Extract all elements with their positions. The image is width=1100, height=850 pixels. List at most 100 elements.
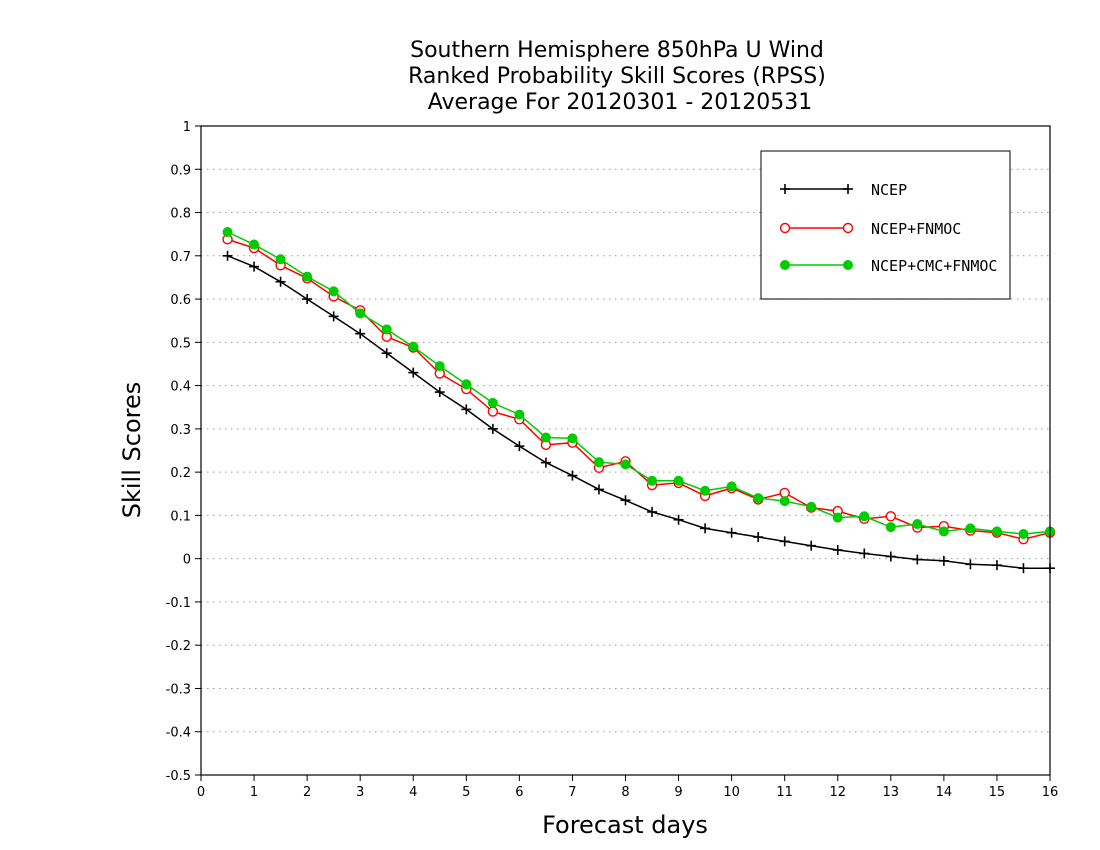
data-point <box>487 406 499 417</box>
data-point <box>965 523 976 534</box>
y-axis: 1 0.9 0.8 0.7 0.6 0.5 0.4 0.3 0.2 0.1 0 -0.1 -0.2 -0.… <box>166 120 201 784</box>
data-point <box>487 423 498 434</box>
data-point <box>700 523 711 534</box>
data-point <box>965 559 976 570</box>
data-point <box>222 250 233 261</box>
data-point <box>673 514 684 525</box>
x-tick-label: 12 <box>829 785 846 800</box>
data-point <box>540 457 551 468</box>
series-line <box>227 255 1050 569</box>
y-tick-label: -0.4 <box>166 726 191 741</box>
x-tick-label: 3 <box>356 785 364 800</box>
legend-marker <box>843 260 853 270</box>
data-point <box>779 536 790 547</box>
x-tick-label: 6 <box>515 785 523 800</box>
y-tick-label: 0.5 <box>170 336 191 351</box>
data-point <box>593 484 604 495</box>
series-layer <box>222 227 1056 574</box>
data-point <box>328 311 339 322</box>
y-tick-label: -0.3 <box>166 682 191 697</box>
data-point <box>753 532 764 543</box>
data-point <box>222 227 233 238</box>
legend-marker <box>779 222 791 234</box>
data-point <box>806 540 817 551</box>
legend-box <box>760 150 1011 300</box>
data-point <box>620 495 631 506</box>
x-tick-label: 14 <box>936 785 953 800</box>
x-tick-label: 1 <box>250 785 258 800</box>
x-tick-label: 13 <box>883 785 900 800</box>
data-point <box>912 519 923 530</box>
data-point <box>302 271 313 282</box>
x-tick-label: 7 <box>568 785 576 800</box>
data-point <box>461 404 472 415</box>
data-point <box>514 409 525 420</box>
data-point <box>647 475 658 486</box>
y-tick-label: 0.9 <box>170 163 191 178</box>
data-point <box>593 457 604 468</box>
data-point <box>673 475 684 486</box>
data-point <box>779 496 790 507</box>
x-tick-label: 0 <box>197 785 205 800</box>
y-tick-label: 0.7 <box>170 250 191 265</box>
data-point <box>355 328 366 339</box>
y-tick-label: 0.4 <box>170 380 191 395</box>
data-point <box>806 501 817 512</box>
data-point <box>647 506 658 517</box>
y-tick-label: -0.1 <box>166 596 191 611</box>
series-1 <box>222 250 1055 574</box>
data-point <box>938 526 949 537</box>
x-tick-label: 5 <box>462 785 470 800</box>
data-point <box>249 239 260 250</box>
data-point <box>275 254 286 265</box>
legend-item: NCEP+FNMOC <box>779 220 961 238</box>
data-point <box>381 324 392 335</box>
x-tick-label: 16 <box>1042 785 1059 800</box>
y-axis-label: Skill Scores <box>118 382 146 519</box>
chart-title: Southern Hemisphere 850hPa U Wind Ranked… <box>408 38 826 115</box>
y-tick-label: 0.2 <box>170 466 191 481</box>
data-point <box>355 308 366 319</box>
data-point <box>328 286 339 297</box>
x-tick-label: 11 <box>776 785 793 800</box>
data-point <box>938 555 949 566</box>
data-point <box>726 527 737 538</box>
legend-item: NCEP+CMC+FNMOC <box>780 257 997 275</box>
data-point <box>249 261 260 272</box>
data-point <box>567 433 578 444</box>
data-point <box>885 511 897 522</box>
data-point <box>700 485 711 496</box>
x-tick-label: 15 <box>989 785 1006 800</box>
data-point <box>753 493 764 504</box>
data-point <box>991 560 1002 571</box>
data-point <box>567 470 578 481</box>
data-point <box>461 379 472 390</box>
data-point <box>912 554 923 565</box>
y-tick-label: 0.3 <box>170 423 191 438</box>
data-point <box>779 487 790 499</box>
y-tick-label: 0.6 <box>170 293 191 308</box>
data-point <box>381 348 392 359</box>
data-point <box>540 432 551 443</box>
data-point <box>408 341 419 352</box>
data-point <box>832 512 843 523</box>
data-point <box>1018 563 1029 574</box>
x-tick-label: 4 <box>409 785 417 800</box>
series-3 <box>222 227 1055 540</box>
y-tick-label: 0.8 <box>170 207 191 222</box>
data-point <box>434 387 445 398</box>
data-point <box>620 459 631 470</box>
data-point <box>434 361 445 372</box>
legend-marker <box>843 184 853 194</box>
data-point <box>991 526 1002 537</box>
data-point <box>885 522 896 533</box>
y-tick-label: 1 <box>183 120 191 135</box>
x-axis-label: Forecast days <box>542 811 708 839</box>
data-point <box>275 276 286 287</box>
title-line-2: Ranked Probability Skill Scores (RPSS) <box>408 64 826 89</box>
y-tick-label: 0 <box>183 553 191 568</box>
legend-label: NCEP+CMC+FNMOC <box>871 257 997 275</box>
legend-marker <box>780 184 790 194</box>
data-point <box>514 441 525 452</box>
